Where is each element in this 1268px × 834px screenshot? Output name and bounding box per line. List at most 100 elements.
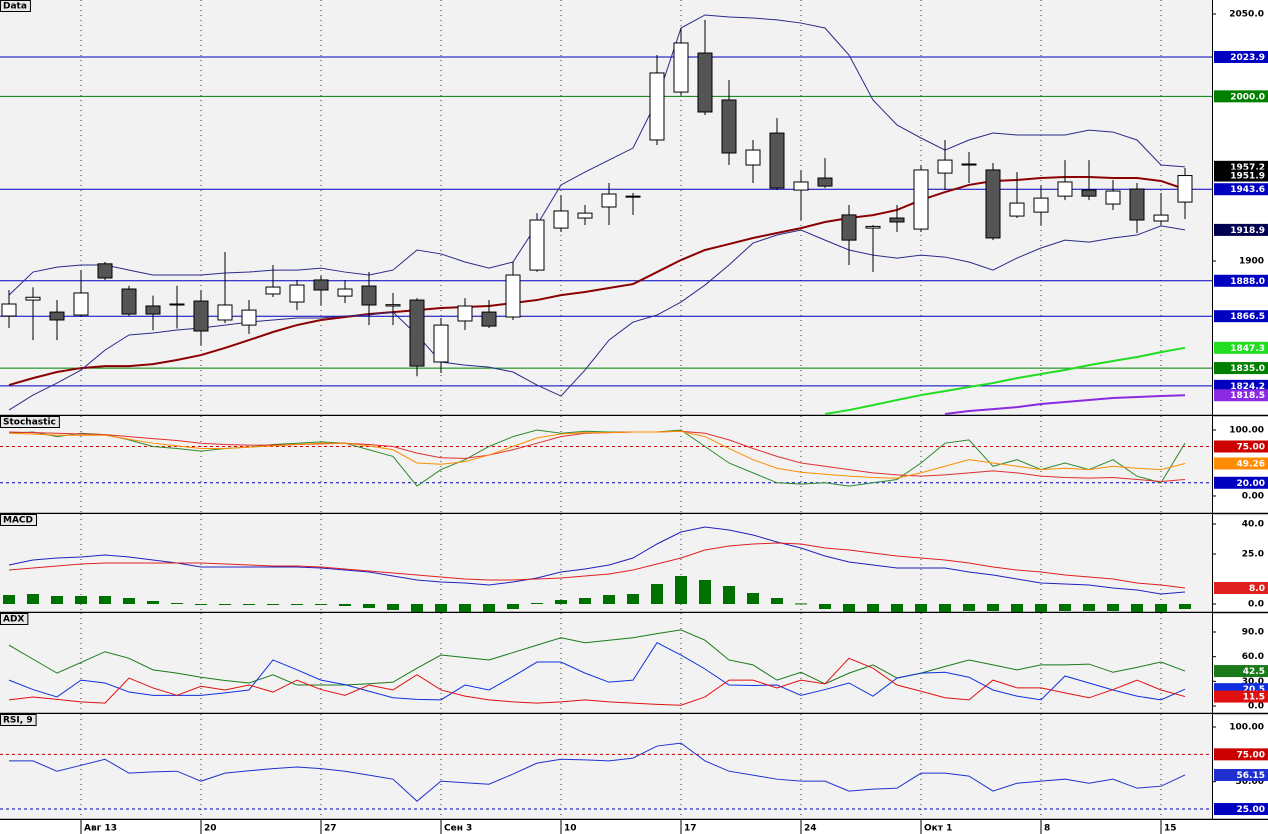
histogram-bar [963,604,975,611]
histogram-bar [387,604,399,610]
value-tag-label: 11.5 [1243,693,1265,703]
y-tick-label: 100.00 [1229,723,1264,733]
x-tick-label: Окт 1 [924,824,952,834]
histogram-bar [1107,604,1119,611]
value-tag [1214,803,1268,816]
value-tag-label: 20.00 [1237,479,1265,489]
candle-body [889,217,905,223]
panel-title: RSI, 9 [3,716,33,726]
series-line [8,429,1186,487]
histogram-bar [579,598,591,604]
histogram-bar [147,601,159,604]
value-tag-label: 1957.2 [1230,163,1265,173]
histogram-bar [411,604,423,612]
y-tick-label: 50.00 [1236,777,1264,787]
panel-title: ADX [3,615,24,625]
candle-body [409,299,425,367]
candle-body [817,177,833,187]
histogram-bar [651,584,663,604]
histogram-bar [363,604,375,608]
value-tag-label: 1835.0 [1230,364,1265,374]
candle-body [577,212,593,219]
series-line [8,430,1186,479]
candle-body [865,225,881,229]
candle-body [937,159,953,174]
histogram-bar [1155,604,1167,612]
panel-title-box [0,714,37,726]
value-tag [1214,690,1268,703]
candle-body [433,324,449,363]
x-tick-label: 8 [1044,824,1050,834]
histogram-bar [771,598,783,604]
candle-body [49,311,65,321]
value-tag [1214,457,1268,470]
x-tick-label: 27 [324,824,337,834]
histogram-bar [531,603,543,604]
candle-body [505,274,521,318]
histogram-bar [1179,604,1191,609]
panel-title-box [0,416,60,428]
x-tick-label: 20 [204,824,217,834]
histogram-bar [27,594,39,604]
histogram-bar [483,604,495,612]
value-tag [1214,476,1268,489]
value-tag-label: 2000.0 [1230,92,1265,102]
y-tick-label: 0.0 [1248,600,1264,610]
histogram-bar [195,604,207,605]
value-tag-label: 1888.0 [1230,277,1265,287]
histogram-bar [603,595,615,604]
candle-body [841,214,857,241]
x-tick-label: 24 [804,824,817,834]
histogram-bar [435,604,447,612]
histogram-bar [3,595,15,604]
value-tag [1214,665,1268,678]
candle-body [961,163,977,166]
value-tag-label: 42.5 [1243,667,1265,677]
y-tick-label: 30.0 [1242,677,1264,687]
histogram-bar [339,604,351,606]
histogram-bar [291,604,303,605]
x-tick-label: Авг 13 [84,824,117,834]
value-tag [1214,748,1268,761]
histogram-bar [819,604,831,609]
candle-body [169,303,185,306]
value-tag-label: 75.00 [1237,442,1265,452]
value-tag [1214,362,1268,375]
value-tag-label: 49.26 [1237,459,1265,469]
candle-body [1057,181,1073,197]
candle-body [217,304,233,321]
series-line [8,642,1186,701]
y-tick-label: 40.0 [1242,520,1264,530]
histogram-bar [843,604,855,612]
value-tag [1214,379,1268,392]
histogram-bar [723,586,735,604]
candle-body [1105,190,1121,205]
candle-body [721,99,737,154]
value-tag [1214,169,1268,182]
y-tick-label: 90.0 [1242,627,1264,637]
candle-body [913,169,929,230]
histogram-bar [555,600,567,604]
candle-body [625,195,641,198]
value-tag [1214,389,1268,402]
candle-body [481,311,497,327]
y-tick-label: 0.0 [1248,702,1264,712]
histogram-bar [507,604,519,609]
histogram-bar [987,604,999,611]
candle-body [121,288,137,315]
histogram-bar [1059,604,1071,611]
value-tag-label: 56.15 [1237,771,1265,781]
histogram-bar [795,603,807,605]
series-line [8,542,1186,589]
y-tick-label: 25.0 [1242,550,1264,560]
candle-body [1033,197,1049,213]
candle-body [361,285,377,306]
value-tag-label: 1943.6 [1230,185,1265,195]
candle-body [769,132,785,189]
series-line [8,526,1186,595]
histogram-bar [1083,604,1095,611]
candle-body [1081,189,1097,197]
panel-title: Data [3,2,27,12]
panel-title-box [0,613,29,625]
